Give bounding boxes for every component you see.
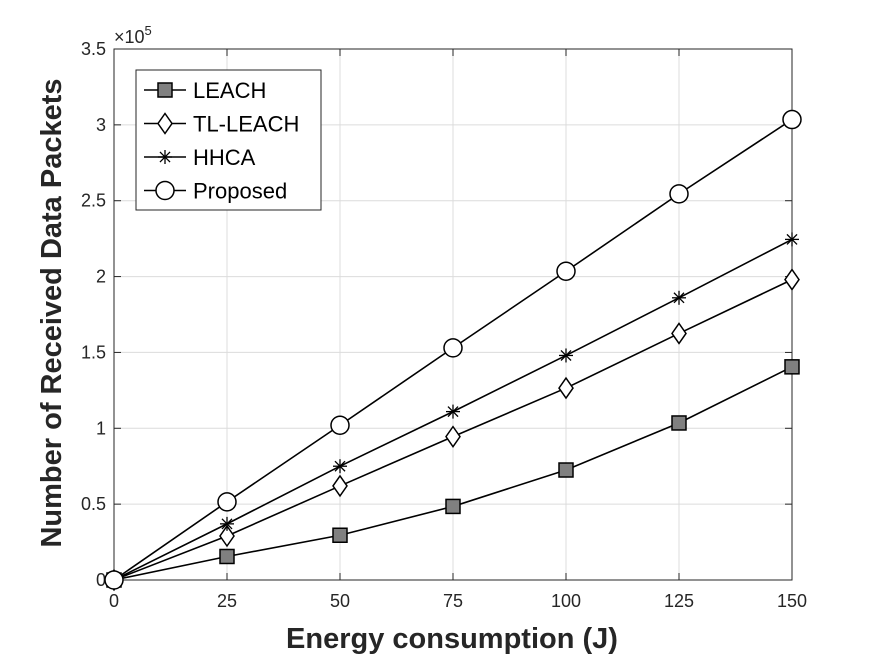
data-point-tl-leach	[219, 524, 235, 548]
data-point-hhca	[333, 459, 347, 474]
y-tick-label: 0	[96, 570, 106, 590]
data-point-leach	[784, 359, 800, 375]
x-tick-label: 0	[109, 591, 119, 611]
asterisk-stroke	[560, 349, 572, 361]
series-proposed	[104, 109, 802, 590]
data-point-tl-leach	[784, 268, 800, 291]
x-axis-label: Energy consumption (J)	[286, 623, 618, 655]
data-point-proposed	[217, 492, 237, 512]
series-group	[104, 109, 802, 592]
legend-label-proposed: Proposed	[193, 179, 287, 204]
y-tick-label: 1.5	[81, 342, 106, 362]
data-point-proposed	[443, 338, 463, 358]
data-point-hhca	[785, 232, 799, 247]
axes	[113, 48, 793, 581]
data-point-leach	[332, 527, 348, 543]
y-multiplier-label: ×105	[114, 23, 152, 47]
data-point-hhca	[220, 516, 234, 531]
asterisk-stroke	[447, 406, 459, 418]
data-point-tl-leach	[332, 474, 348, 498]
data-point-leach	[558, 462, 574, 478]
data-point-leach	[219, 548, 235, 565]
x-tick-label: 50	[330, 591, 350, 611]
asterisk-stroke	[786, 233, 798, 245]
x-tick-label: 100	[551, 591, 581, 611]
data-point-hhca	[559, 348, 573, 363]
legend-label-hhca: HHCA	[193, 145, 256, 170]
legend-label-leach: LEACH	[193, 78, 266, 103]
asterisk-stroke	[334, 460, 346, 472]
tick-labels: 0 25 50 75 100 125 150 0 0.5 1 1.5 2 2.5 3 3.5 ×105	[81, 23, 807, 611]
asterisk-stroke	[221, 518, 233, 530]
data-point-proposed	[782, 109, 802, 130]
legend-marker-hhca	[158, 150, 172, 164]
data-point-leach	[445, 498, 461, 515]
x-tick-label: 125	[664, 591, 694, 611]
asterisk-stroke	[673, 292, 685, 304]
data-point-leach	[671, 415, 687, 431]
legend-marker-tl-leach	[157, 112, 173, 135]
y-tick-label: 0.5	[81, 494, 106, 514]
x-tick-label: 150	[777, 591, 807, 611]
data-point-tl-leach	[445, 425, 461, 448]
x-tick-label: 25	[217, 591, 237, 611]
y-multiplier-exponent: 5	[145, 23, 152, 38]
data-point-hhca	[446, 404, 460, 419]
series-hhca	[107, 232, 799, 587]
data-point-proposed	[556, 261, 576, 282]
legend: LEACH TL-LEACH HHCA Proposed	[135, 69, 322, 211]
y-tick-label: 3	[96, 115, 106, 135]
asterisk-stroke	[159, 151, 171, 163]
data-point-proposed	[669, 184, 689, 204]
data-point-hhca	[672, 290, 686, 305]
y-tick-label: 3.5	[81, 39, 106, 59]
legend-marker-proposed	[155, 180, 175, 201]
y-axis-label: Number of Received Data Packets	[36, 78, 68, 547]
data-point-proposed	[104, 570, 124, 590]
legend-label-tl-leach: TL-LEACH	[193, 112, 299, 137]
y-tick-label: 2	[96, 267, 106, 287]
x-tick-label: 75	[443, 591, 463, 611]
data-point-proposed	[330, 415, 350, 436]
legend-marker-leach	[157, 82, 173, 98]
y-tick-label: 2.5	[81, 191, 106, 211]
data-point-tl-leach	[671, 322, 687, 345]
data-point-tl-leach	[558, 376, 574, 400]
y-tick-label: 1	[96, 418, 106, 438]
axes-box	[113, 48, 793, 581]
